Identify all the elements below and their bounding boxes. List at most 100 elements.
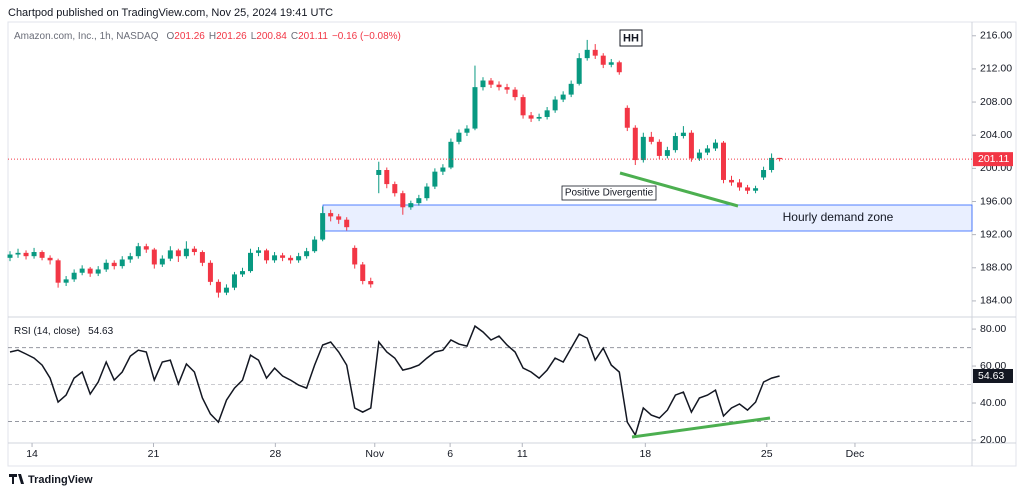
candle-body xyxy=(7,254,13,258)
candle-body xyxy=(456,132,462,142)
x-tick-label: 21 xyxy=(148,448,160,460)
candle-body xyxy=(344,219,350,228)
candle-body xyxy=(79,268,85,273)
footer-text: TradingView xyxy=(28,474,93,486)
candle-body xyxy=(312,239,318,252)
candle-body xyxy=(592,49,598,56)
candle-body xyxy=(664,150,670,156)
candle-body xyxy=(296,256,302,261)
y-tick-label: 208.00 xyxy=(980,96,1012,108)
candle-body xyxy=(143,246,149,250)
candle-body xyxy=(15,252,21,255)
candle-body xyxy=(223,287,229,293)
candle-body xyxy=(576,58,582,84)
candle-body xyxy=(656,141,662,156)
candle-body xyxy=(584,49,590,59)
demand-zone xyxy=(322,204,973,232)
divergence-label: Positive Divergentie xyxy=(565,188,654,199)
candle-body xyxy=(777,157,783,160)
candle-body xyxy=(648,136,654,142)
candle-body xyxy=(680,132,686,137)
hh-box xyxy=(619,29,643,47)
candle-body xyxy=(280,255,286,258)
candle-body xyxy=(167,250,173,259)
candle-body xyxy=(616,62,622,73)
candle-body xyxy=(528,115,534,119)
ohlc-value: 201.26 xyxy=(174,31,205,42)
candle-body xyxy=(761,170,767,178)
x-tick-label: Nov xyxy=(365,448,384,460)
demand-zone-label: Hourly demand zone xyxy=(783,210,894,224)
candle-body xyxy=(71,272,77,280)
rsi-legend: RSI (14, close) 54.63 xyxy=(14,326,114,337)
ohlc-value: 201.26 xyxy=(216,31,247,42)
x-tick-label: 25 xyxy=(761,448,773,460)
candle-body xyxy=(207,262,213,282)
divergence-line xyxy=(619,171,739,208)
candle-body xyxy=(256,250,262,253)
candle-body xyxy=(272,255,278,261)
candle-body xyxy=(264,250,270,261)
legend-change: −0.16 (−0.08%) xyxy=(332,31,401,42)
candle-body xyxy=(376,170,382,175)
candle-body xyxy=(608,62,614,65)
candle-body xyxy=(87,268,93,274)
candle-body xyxy=(63,279,69,283)
candle-body xyxy=(175,250,181,257)
candle-body xyxy=(304,251,310,257)
ohlc-key: L xyxy=(251,31,257,42)
candle-body xyxy=(488,80,494,85)
rsi-value-label: 54.63 xyxy=(978,370,1004,382)
candle-body xyxy=(672,136,678,151)
candle-body xyxy=(368,281,374,285)
legend-title: Amazon.com, Inc., 1h, NASDAQ xyxy=(14,31,159,42)
last-price-box xyxy=(973,152,1013,167)
candle-body xyxy=(159,258,165,265)
ohlc-value: 201.11 xyxy=(298,31,328,42)
candle-body xyxy=(552,99,558,111)
candle-body xyxy=(536,116,542,119)
rsi-value-box xyxy=(973,368,1013,383)
candle-body xyxy=(480,80,486,88)
frame xyxy=(7,21,1017,467)
rsi-tick-label: 20.00 xyxy=(980,434,1006,446)
candle-body xyxy=(416,198,422,204)
candle-body xyxy=(512,89,518,98)
rsi-tick-label: 80.00 xyxy=(980,323,1006,335)
candle-body xyxy=(496,84,502,88)
candle-body xyxy=(448,141,454,168)
rsi-tick-label: 60.00 xyxy=(980,360,1006,372)
y-tick-label: 188.00 xyxy=(980,262,1012,274)
candle-body xyxy=(624,107,630,128)
footer-logo: TradingView xyxy=(9,474,93,486)
candle-body xyxy=(360,264,366,282)
divergence-box xyxy=(561,185,657,201)
x-tick-label: 6 xyxy=(447,448,453,460)
candle-body xyxy=(151,249,157,265)
candle-body xyxy=(328,213,334,217)
legend: Amazon.com, Inc., 1h, NASDAQ O201.26 H201.… xyxy=(14,31,401,42)
candle-body xyxy=(440,167,446,172)
candle-body xyxy=(199,252,205,263)
rsi-title: RSI (14, close) xyxy=(14,326,80,337)
ohlc-value: 200.84 xyxy=(256,31,287,42)
candle-body xyxy=(191,248,197,253)
candle-body xyxy=(408,203,414,208)
candle-body xyxy=(696,152,702,159)
rsi-line xyxy=(9,324,780,437)
ohlc-key: H xyxy=(209,31,216,42)
hh-label: HH xyxy=(623,32,639,44)
candle-body xyxy=(504,87,510,90)
rsi-value: 54.63 xyxy=(88,326,113,337)
candle-body xyxy=(753,188,759,191)
candle-body xyxy=(745,187,751,191)
candle-body xyxy=(632,127,638,161)
candle-body xyxy=(712,142,718,149)
candle-body xyxy=(568,83,574,95)
candle-body xyxy=(248,252,254,272)
candle-body xyxy=(320,213,326,240)
candle-body xyxy=(39,252,45,258)
header: Chartpod published on TradingView.com, N… xyxy=(8,7,333,19)
